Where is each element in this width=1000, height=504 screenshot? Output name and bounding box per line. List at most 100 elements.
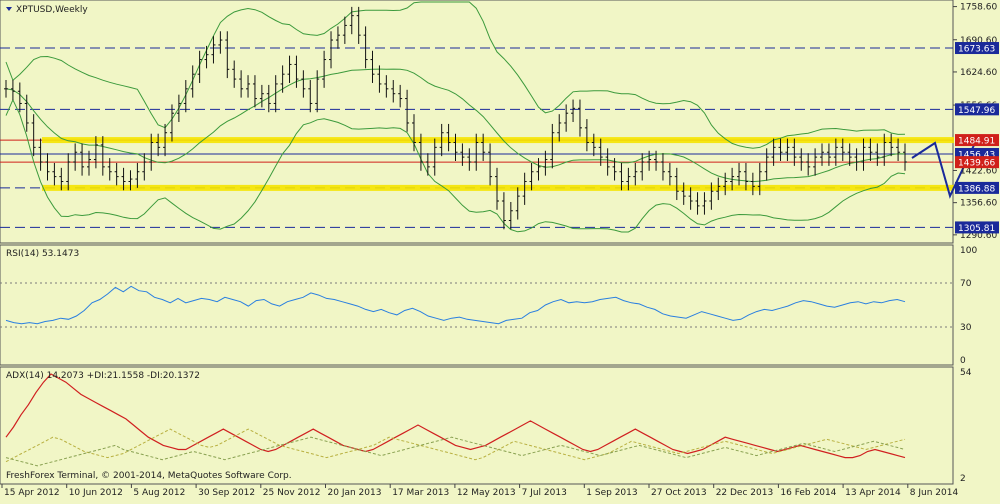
candle — [107, 158, 112, 181]
candle — [681, 182, 686, 205]
candle — [453, 133, 458, 162]
level-price-label[interactable]: 1305.81 — [955, 221, 999, 234]
price-tick-label: 1290.60 — [960, 231, 997, 241]
candle — [896, 138, 901, 162]
candle — [135, 162, 140, 188]
candle — [342, 16, 347, 44]
candle — [785, 138, 790, 162]
candle — [391, 80, 396, 103]
time-tick-label: 27 Oct 2013 — [651, 488, 707, 498]
rsi-line — [5, 285, 906, 325]
candle — [660, 153, 665, 181]
candle — [93, 136, 98, 169]
candle — [80, 143, 85, 176]
level-price-label[interactable]: 1484.91 — [955, 134, 999, 147]
candle — [612, 158, 617, 181]
level-price-label[interactable]: 1386.88 — [955, 181, 999, 195]
time-tick-label: 10 Jun 2012 — [69, 488, 123, 498]
bollinger-upper — [5, 1, 906, 149]
candle — [826, 143, 831, 166]
candle — [571, 99, 576, 122]
symbol-title-group[interactable]: XPTUSD,Weekly — [6, 5, 88, 15]
time-axis: 15 Apr 2012 10 Jun 2012 5 Aug 2012 30 Sep 2… — [1, 484, 959, 498]
candle — [204, 45, 209, 69]
candle — [121, 167, 126, 191]
channel-band-1 — [42, 184, 954, 191]
level-price-label[interactable]: 1547.96 — [955, 103, 999, 116]
candle — [903, 143, 907, 171]
candle — [840, 138, 845, 162]
adx-series — [5, 373, 906, 459]
candle — [432, 138, 437, 176]
candle — [100, 136, 105, 176]
candle — [508, 201, 513, 230]
candle — [114, 162, 119, 186]
time-tick-label: 20 Jan 2013 — [328, 488, 382, 498]
minus-di-series — [5, 436, 906, 467]
candle — [529, 162, 534, 191]
dropdown-arrow-icon[interactable] — [6, 7, 12, 11]
candle — [66, 153, 71, 191]
level-price-label[interactable]: 1439.66 — [955, 156, 999, 169]
candle — [86, 150, 91, 176]
candle — [605, 148, 610, 176]
svg-text:1386.88: 1386.88 — [958, 184, 995, 194]
candle — [820, 143, 825, 166]
candle — [73, 143, 78, 171]
candle — [584, 119, 589, 152]
candle — [356, 6, 361, 44]
candle — [232, 60, 237, 88]
candle — [792, 138, 797, 166]
adx-axis: 54 2 — [960, 368, 972, 484]
candle — [384, 75, 389, 98]
candle — [833, 138, 838, 166]
candle — [467, 148, 472, 171]
candle — [882, 133, 887, 166]
candle — [10, 80, 15, 101]
candle — [723, 172, 728, 196]
candle — [764, 148, 769, 181]
time-tick-label: 12 May 2013 — [457, 488, 516, 498]
candle — [239, 70, 244, 98]
candle — [591, 133, 596, 157]
candle — [750, 172, 755, 196]
candle — [778, 138, 783, 162]
candle — [813, 148, 818, 176]
candle — [771, 138, 776, 166]
candle — [349, 6, 354, 35]
candle — [619, 162, 624, 191]
candle — [488, 143, 493, 186]
rsi-axis: 100 70 30 0 — [960, 246, 977, 366]
time-tick-label: 16 Feb 2014 — [780, 488, 836, 498]
time-tick-label: 8 Jun 2014 — [910, 488, 959, 498]
time-tick-label: 30 Sep 2012 — [198, 488, 255, 498]
candle — [757, 162, 762, 196]
candle — [854, 148, 859, 171]
svg-text:1484.91: 1484.91 — [958, 137, 995, 147]
candle — [501, 192, 506, 230]
main-price-axis: 1758.601690.601624.601556.661422.601356.… — [953, 3, 997, 241]
price-tick-label: 1422.60 — [960, 166, 997, 176]
candle — [494, 167, 499, 210]
price-tick-label: 1690.60 — [960, 36, 997, 46]
candle — [335, 26, 340, 49]
symbol-title: XPTUSD,Weekly — [16, 5, 88, 15]
candle — [550, 123, 555, 169]
candle — [515, 187, 520, 220]
candle — [875, 143, 880, 166]
candle — [287, 55, 292, 83]
candle — [716, 177, 721, 201]
rsi-tick-label: 70 — [960, 279, 972, 289]
price-tick-label: 1356.60 — [960, 199, 997, 209]
candle — [889, 133, 894, 157]
candle — [564, 104, 569, 132]
candle — [211, 36, 216, 64]
candle — [301, 70, 306, 98]
svg-text:1456.43: 1456.43 — [958, 150, 995, 160]
rsi-tick-label: 0 — [960, 356, 966, 366]
time-tick-label: 25 Nov 2012 — [263, 488, 321, 498]
level-price-label[interactable]: 1673.63 — [955, 42, 999, 55]
